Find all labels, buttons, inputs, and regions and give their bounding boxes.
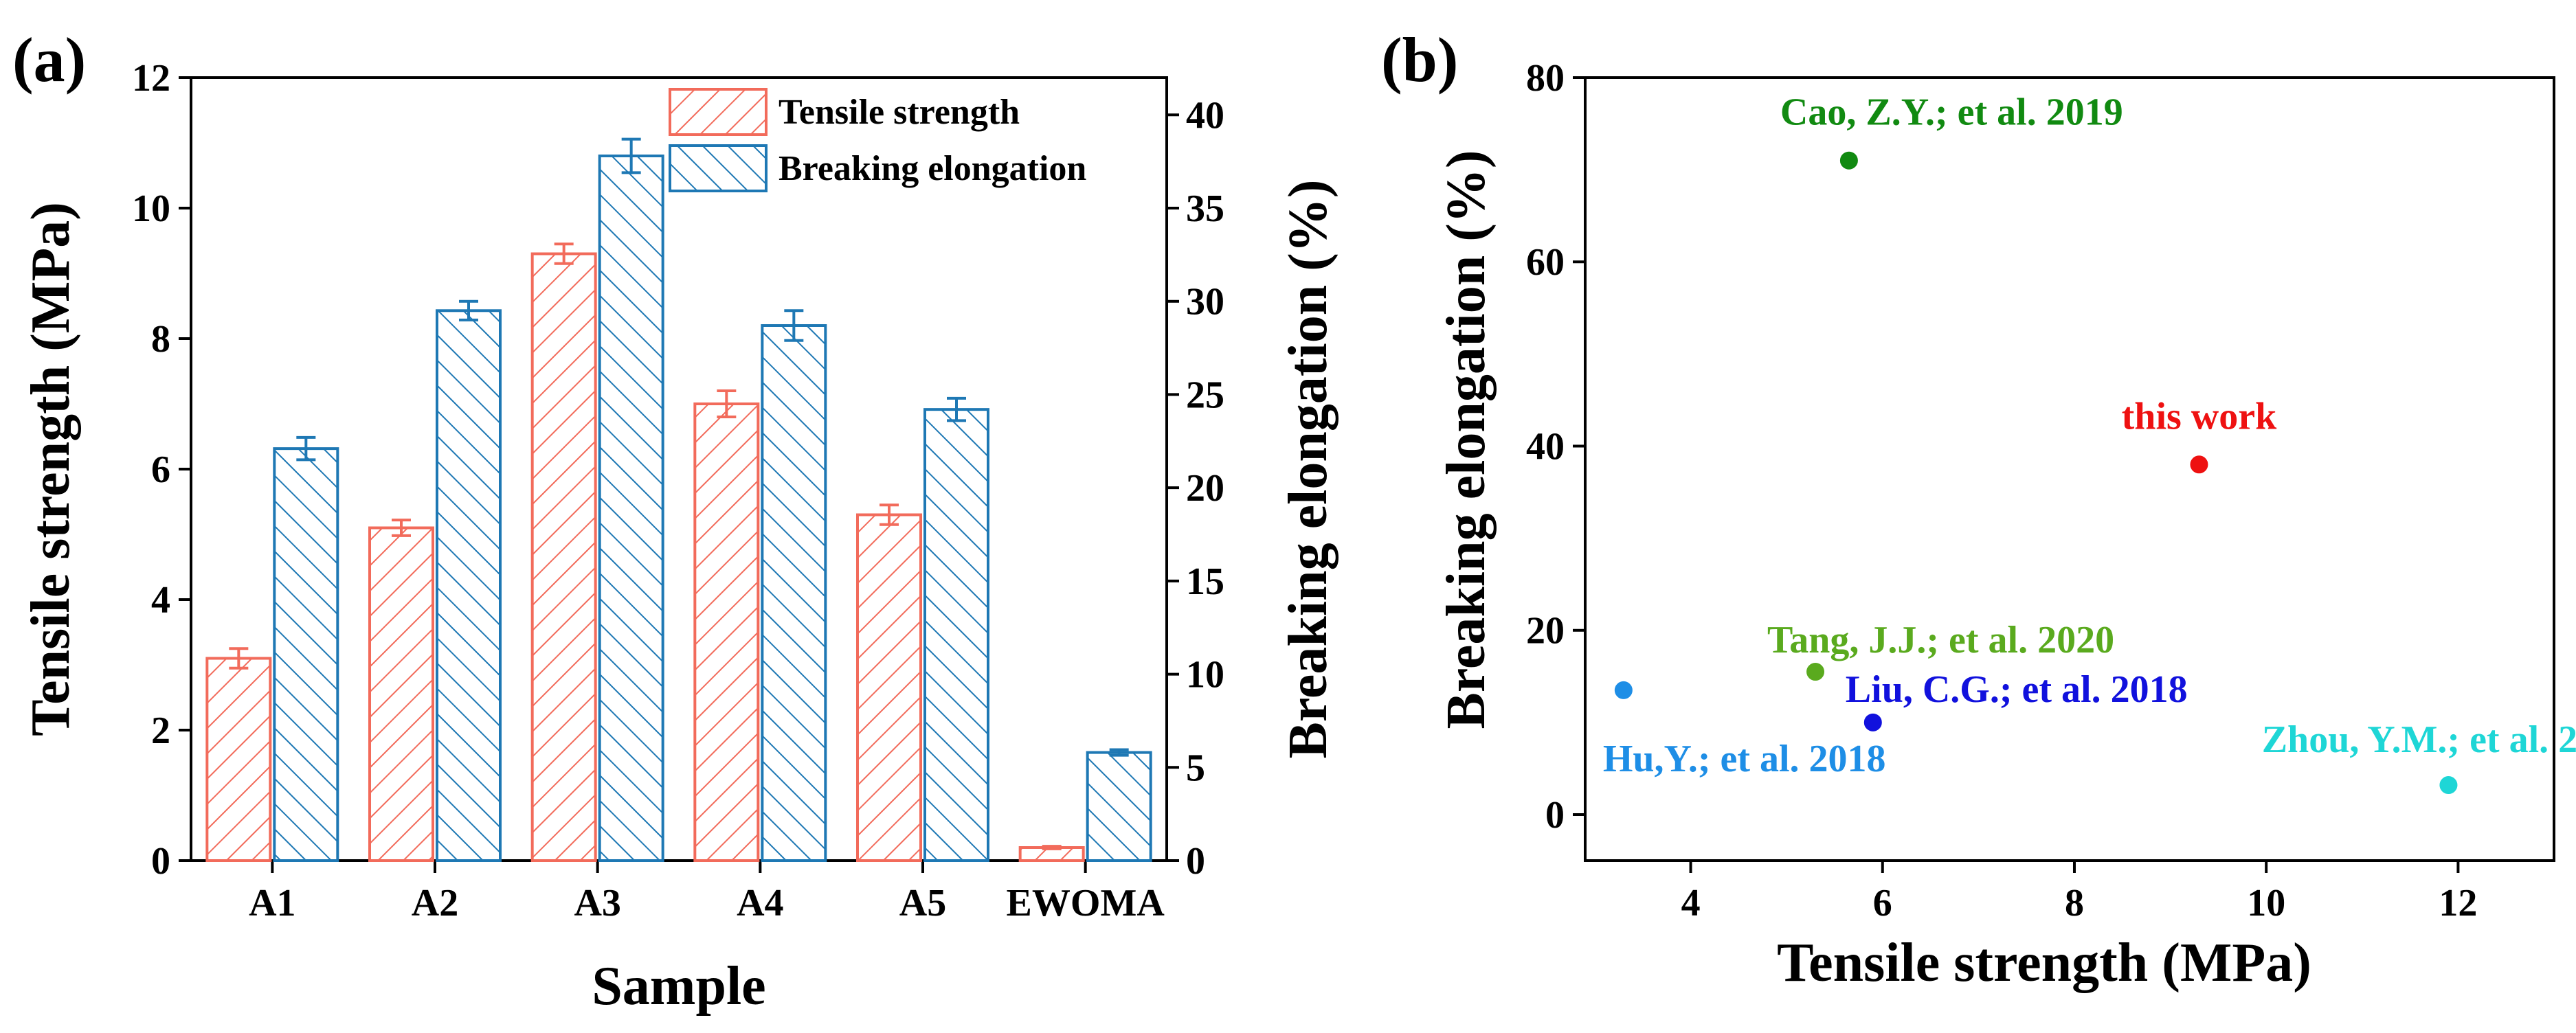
scatter-point-liu-c-g-et-al-2018 — [1863, 713, 1882, 731]
scatter-x-axis-title: Tensile strength (MPa) — [1777, 933, 2311, 993]
bar-breaking-elongation-a4 — [761, 324, 827, 862]
bar-chart-legend: Tensile strength Breaking elongation — [669, 88, 1086, 192]
bar-breaking-elongation-a2 — [436, 309, 502, 862]
left-y-tick-label: 4 — [151, 579, 170, 622]
bar-breaking-elongation-ewoma — [1086, 751, 1152, 862]
legend-label-breaking-elongation: Breaking elongation — [779, 149, 1086, 188]
bar-chart-panel-a: 0 2 4 6 8 10 12 0 5 10 15 20 25 30 35 40 A1 A2 A3 A4 A5 EWOMA… — [21, 57, 1339, 1017]
x-tick-label-ewoma: EWOMA — [1007, 882, 1165, 924]
x-tick-label-a2: A2 — [412, 882, 458, 924]
bar-tensile-strength-a3 — [530, 252, 597, 862]
legend-swatch-tensile-strength — [669, 88, 768, 136]
bar-tensile-strength-a5 — [856, 513, 922, 862]
right-y-tick-label: 0 — [1186, 840, 1205, 883]
right-y-tick-label: 40 — [1186, 94, 1224, 137]
scatter-label-hu-y-et-al-2018: Hu,Y.; et al. 2018 — [1603, 738, 1886, 780]
right-y-tick-label: 10 — [1186, 654, 1224, 696]
scatter-x-tick-label: 10 — [2247, 882, 2285, 924]
left-y-tick-label: 8 — [151, 318, 170, 361]
left-y-tick-label: 2 — [151, 710, 170, 752]
x-tick-label-a5: A5 — [899, 882, 946, 924]
bar-breaking-elongation-a1 — [273, 447, 339, 862]
bar-tensile-strength-a4 — [693, 402, 760, 862]
scatter-label-this-work: this work — [2122, 395, 2277, 438]
scatter-label-cao-z-y-et-al-2019: Cao, Z.Y.; et al. 2019 — [1780, 91, 2123, 134]
scatter-y-tick-label: 40 — [1526, 425, 1565, 468]
bar-breaking-elongation-a5 — [923, 408, 989, 862]
scatter-x-tick-label: 6 — [1873, 882, 1892, 924]
left-y-tick-label: 6 — [151, 449, 170, 491]
right-y-tick-label: 20 — [1186, 467, 1224, 510]
scatter-y-tick-label: 0 — [1545, 794, 1565, 837]
scatter-label-liu-c-g-et-al-2018: Liu, C.G.; et al. 2018 — [1846, 668, 2188, 711]
bar-chart-y-axis-title: Tensile strength (MPa) — [21, 202, 81, 736]
scatter-point-this-work — [2190, 455, 2208, 474]
right-y-tick-label: 30 — [1186, 281, 1224, 323]
scatter-label-zhou-y-m-et-al-2023: Zhou, Y.M.; et al. 2023 — [2262, 718, 2576, 761]
scatter-y-tick-label: 80 — [1526, 57, 1565, 100]
scatter-x-tick-label: 4 — [1681, 882, 1701, 924]
bar-chart-x-axis-title: Sample — [592, 956, 765, 1017]
scatter-point-cao-z-y-et-al-2019 — [1839, 151, 1858, 170]
left-y-tick-label: 0 — [151, 840, 170, 883]
x-tick-label-a4: A4 — [737, 882, 783, 924]
scatter-point-tang-j-j-et-al-2020 — [1806, 663, 1825, 681]
scatter-y-axis-title: Breaking elongation (%) — [1436, 150, 1497, 729]
legend-swatch-breaking-elongation — [669, 144, 768, 192]
scatter-x-tick-label: 12 — [2439, 882, 2477, 924]
scatter-y-tick-label: 60 — [1526, 241, 1565, 284]
scatter-y-tick-label: 20 — [1526, 610, 1565, 652]
bar-chart-plot-area: 0 2 4 6 8 10 12 0 5 10 15 20 25 30 35 40 A1 A2 A3 A4 A5 EWOMA — [132, 57, 1224, 924]
scatter-chart-plot-area: 4 6 8 10 12 0 20 40 60 80 Cao, Z.Y.; et al. 2019 th… — [1526, 57, 2576, 924]
scatter-chart-panel-b: 4 6 8 10 12 0 20 40 60 80 Cao, Z.Y.; et al. 2019 th… — [1436, 57, 2576, 993]
scatter-label-tang-j-j-et-al-2020: Tang, J.J.; et al. 2020 — [1767, 619, 2114, 661]
right-y-tick-label: 35 — [1186, 188, 1224, 230]
right-y-tick-label: 5 — [1186, 747, 1205, 789]
left-y-tick-label: 12 — [132, 57, 170, 100]
bar-tensile-strength-a1 — [205, 657, 272, 862]
right-y-tick-label: 25 — [1186, 374, 1224, 416]
scatter-point-zhou-y-m-et-al-2023 — [2439, 776, 2458, 795]
scatter-x-tick-label: 8 — [2065, 882, 2084, 924]
panel-a-label: (a) — [12, 25, 86, 95]
bar-chart-right-y-axis-title: Breaking elongation (%) — [1278, 179, 1339, 758]
legend-label-tensile-strength: Tensile strength — [779, 93, 1020, 132]
right-y-tick-label: 15 — [1186, 560, 1224, 603]
bar-tensile-strength-a2 — [368, 526, 434, 862]
scatter-frame — [1584, 76, 2555, 862]
left-y-tick-label: 10 — [132, 188, 170, 230]
x-tick-label-a3: A3 — [574, 882, 620, 924]
scatter-point-hu-y-et-al-2018 — [1614, 681, 1633, 699]
bar-breaking-elongation-a3 — [598, 155, 664, 862]
panel-b-label: (b) — [1381, 25, 1458, 95]
x-tick-label-a1: A1 — [249, 882, 295, 924]
